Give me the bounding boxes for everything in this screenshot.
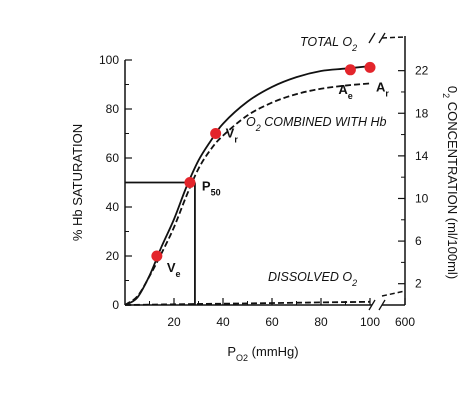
- y-tick-label-left: 40: [106, 200, 120, 214]
- point-label-vr: Vr: [226, 126, 239, 145]
- x-tick-label: 40: [216, 315, 230, 329]
- annotation-total-o2: TOTAL O2: [300, 35, 357, 53]
- y-tick-label-right: 6: [415, 234, 422, 248]
- y-tick-label-left: 0: [112, 298, 119, 312]
- y-tick-label-right: 22: [415, 64, 429, 78]
- data-points: [151, 61, 376, 262]
- curves: [124, 65, 371, 306]
- y-tick-label-right: 18: [415, 106, 429, 120]
- y-tick-label-right: 14: [415, 149, 429, 163]
- y-axis-title-right: 02 CONCENTRATION (ml/100ml): [441, 86, 460, 279]
- annotation-o2-combined-hb: O2 COMBINED WITH Hb: [246, 115, 386, 133]
- series-line-dissolved-o2: [124, 300, 371, 306]
- point-label-p50: P50: [202, 179, 221, 198]
- y-tick-label-right: 2: [415, 277, 422, 291]
- y-axis-title-left: % Hb SATURATION: [70, 124, 85, 241]
- y-tick-label-left: 60: [106, 151, 120, 165]
- labels: PO2 (mmHg) % Hb SATURATION 02 CONCENTRATIO…: [70, 35, 460, 363]
- total-o2-extension: [381, 36, 406, 39]
- axes: 20 40 60 80 100 600 0 20 40 60 80 100 2 6 10 14 18 22: [99, 32, 429, 329]
- point-label-ve: Ve: [167, 260, 181, 279]
- data-point-ae: [344, 64, 356, 76]
- y-tick-label-left: 80: [106, 102, 120, 116]
- y-tick-label-left: 100: [99, 53, 119, 67]
- series-line-o2-combined-hb: [124, 65, 371, 306]
- x-axis-title: PO2 (mmHg): [227, 344, 298, 363]
- axis-break-mark: [368, 299, 376, 311]
- data-point-p50: [184, 177, 196, 188]
- x-tick-label: 80: [314, 315, 328, 329]
- x-tick-label: 600: [395, 315, 415, 329]
- y-tick-label-left: 20: [106, 249, 120, 263]
- axis-break-mark: [378, 299, 386, 311]
- x-tick-label: 100: [360, 315, 380, 329]
- axis-break-mark: [368, 32, 376, 44]
- point-label-ae: Ae: [338, 82, 352, 101]
- data-point-vr: [210, 128, 222, 139]
- annotation-dissolved-o2: DISSOLVED O2: [268, 270, 357, 288]
- dissolved-o2-extension: [381, 290, 406, 297]
- x-tick-label: 20: [167, 315, 181, 329]
- x-tick-label: 60: [265, 315, 279, 329]
- point-label-ar: Ar: [376, 79, 389, 98]
- data-point-ar: [364, 61, 376, 73]
- data-point-ve: [151, 250, 163, 262]
- y-tick-label-right: 10: [415, 191, 429, 205]
